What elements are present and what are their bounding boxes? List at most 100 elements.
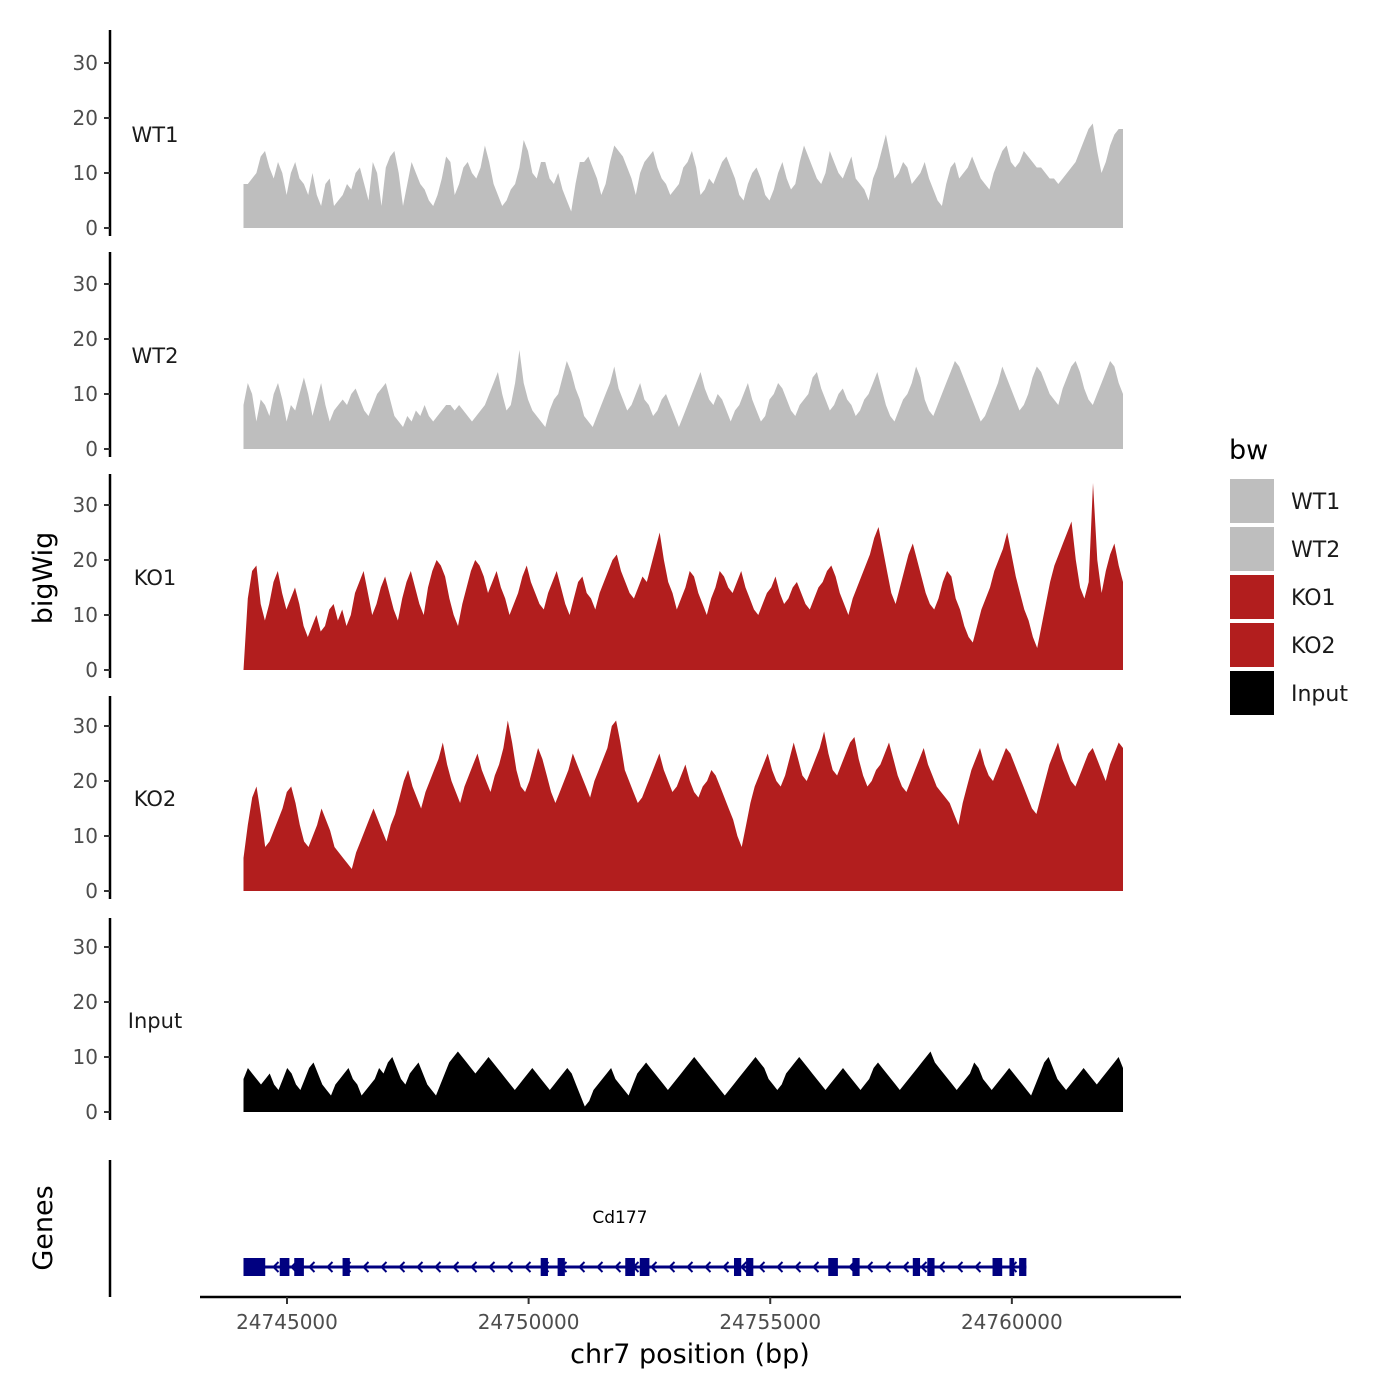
legend-label-wt1: WT1	[1291, 490, 1340, 515]
strand-arrow	[758, 1261, 766, 1273]
strand-arrow	[488, 1261, 496, 1273]
y-tick-label: 20	[73, 327, 98, 351]
exon	[1019, 1258, 1027, 1276]
tracks-layer: 0 10 20 30 WT1 0 10 20 30 WT2 0 10 20 30 KO1 0 10 20 30 KO2…	[73, 30, 1123, 1124]
legend: bw WT1 WT2 KO1 KO2 Input	[1229, 435, 1348, 715]
y-tick-label: 20	[73, 548, 98, 572]
y-tick-label: 10	[73, 1045, 98, 1069]
y-tick-label: 0	[85, 216, 98, 240]
exon	[625, 1258, 635, 1276]
area-input	[243, 1051, 1123, 1112]
strand-arrow	[650, 1261, 658, 1273]
genes-axis-title: Genes	[28, 1185, 59, 1270]
y-tick-label: 30	[73, 51, 98, 75]
x-tick-label: 24745000	[236, 1310, 338, 1334]
y-tick-label: 20	[73, 990, 98, 1014]
track-label: KO2	[134, 787, 177, 811]
y-tick-label: 0	[85, 1100, 98, 1124]
area-wt1	[243, 123, 1123, 228]
track-input: 0 10 20 30 Input	[73, 918, 1123, 1124]
exon	[828, 1258, 838, 1276]
legend-title: bw	[1229, 435, 1268, 466]
y-axis-title: bigWig	[28, 532, 59, 625]
exon	[557, 1258, 565, 1276]
area-ko1	[243, 483, 1123, 670]
strand-arrow	[398, 1261, 406, 1273]
y-tick-label: 10	[73, 603, 98, 627]
y-tick-label: 0	[85, 437, 98, 461]
legend-label-input: Input	[1291, 682, 1348, 707]
strand-arrow	[812, 1261, 820, 1273]
strand-arrow	[776, 1261, 784, 1273]
track-label: Input	[128, 1009, 182, 1033]
y-tick-label: 20	[73, 106, 98, 130]
legend-key-wt1	[1230, 479, 1274, 523]
y-tick-label: 10	[73, 382, 98, 406]
legend-key-ko2	[1230, 623, 1274, 667]
strand-arrow	[596, 1261, 604, 1273]
strand-arrow	[380, 1261, 388, 1273]
track-label: KO1	[134, 566, 177, 590]
exon	[992, 1258, 1003, 1276]
legend-label-ko2: KO2	[1291, 634, 1336, 659]
strand-arrow	[668, 1261, 676, 1273]
gene-cd177: Cd177	[243, 1208, 1027, 1276]
x-tick-label: 24750000	[478, 1310, 580, 1334]
exon	[294, 1258, 304, 1276]
y-tick-label: 0	[85, 879, 98, 903]
legend-label-ko1: KO1	[1291, 586, 1336, 611]
y-tick-label: 20	[73, 769, 98, 793]
y-tick-label: 10	[73, 161, 98, 185]
strand-arrow	[686, 1261, 694, 1273]
strand-arrow	[974, 1261, 982, 1273]
genes-layer: Cd177	[108, 1160, 1027, 1297]
track-wt1: 0 10 20 30 WT1	[73, 30, 1123, 240]
area-wt2	[243, 350, 1123, 449]
strand-arrow	[704, 1261, 712, 1273]
track-wt2: 0 10 20 30 WT2	[73, 252, 1123, 461]
strand-arrow	[434, 1261, 442, 1273]
strand-arrow	[740, 1261, 748, 1273]
area-ko2	[243, 720, 1123, 891]
y-tick-label: 30	[73, 272, 98, 296]
strand-arrow	[506, 1261, 514, 1273]
x-tick-label: 24755000	[719, 1310, 821, 1334]
strand-arrow	[956, 1261, 964, 1273]
exon	[927, 1258, 935, 1276]
track-ko1: 0 10 20 30 KO1	[73, 474, 1123, 682]
exon	[746, 1258, 754, 1276]
legend-key-input	[1230, 671, 1274, 715]
y-tick-label: 30	[73, 935, 98, 959]
strand-arrow	[308, 1261, 316, 1273]
strand-arrow	[884, 1261, 892, 1273]
x-tick-label: 24760000	[961, 1310, 1063, 1334]
exon	[912, 1258, 921, 1276]
strand-arrow	[902, 1261, 910, 1273]
strand-arrow	[416, 1261, 424, 1273]
track-ko2: 0 10 20 30 KO2	[73, 696, 1123, 903]
x-axis-title: chr7 position (bp)	[570, 1339, 810, 1370]
strand-arrow	[326, 1261, 334, 1273]
strand-arrow	[452, 1261, 460, 1273]
track-label: WT1	[132, 123, 179, 147]
exon	[243, 1258, 266, 1276]
strand-arrow	[272, 1261, 280, 1273]
strand-arrow	[722, 1261, 730, 1273]
strand-arrow	[470, 1261, 478, 1273]
x-axis: 24745000 24750000 24755000 24760000	[200, 1295, 1181, 1334]
strand-arrow	[938, 1261, 946, 1273]
y-tick-label: 30	[73, 493, 98, 517]
y-tick-label: 30	[73, 714, 98, 738]
y-tick-label: 0	[85, 658, 98, 682]
exon	[342, 1258, 350, 1276]
exon	[639, 1258, 650, 1276]
exon	[733, 1258, 742, 1276]
strand-arrow	[866, 1261, 874, 1273]
legend-key-wt2	[1230, 527, 1274, 571]
exon	[1009, 1258, 1015, 1276]
legend-label-wt2: WT2	[1291, 538, 1340, 563]
exon	[279, 1258, 290, 1276]
gene-label: Cd177	[592, 1208, 647, 1228]
